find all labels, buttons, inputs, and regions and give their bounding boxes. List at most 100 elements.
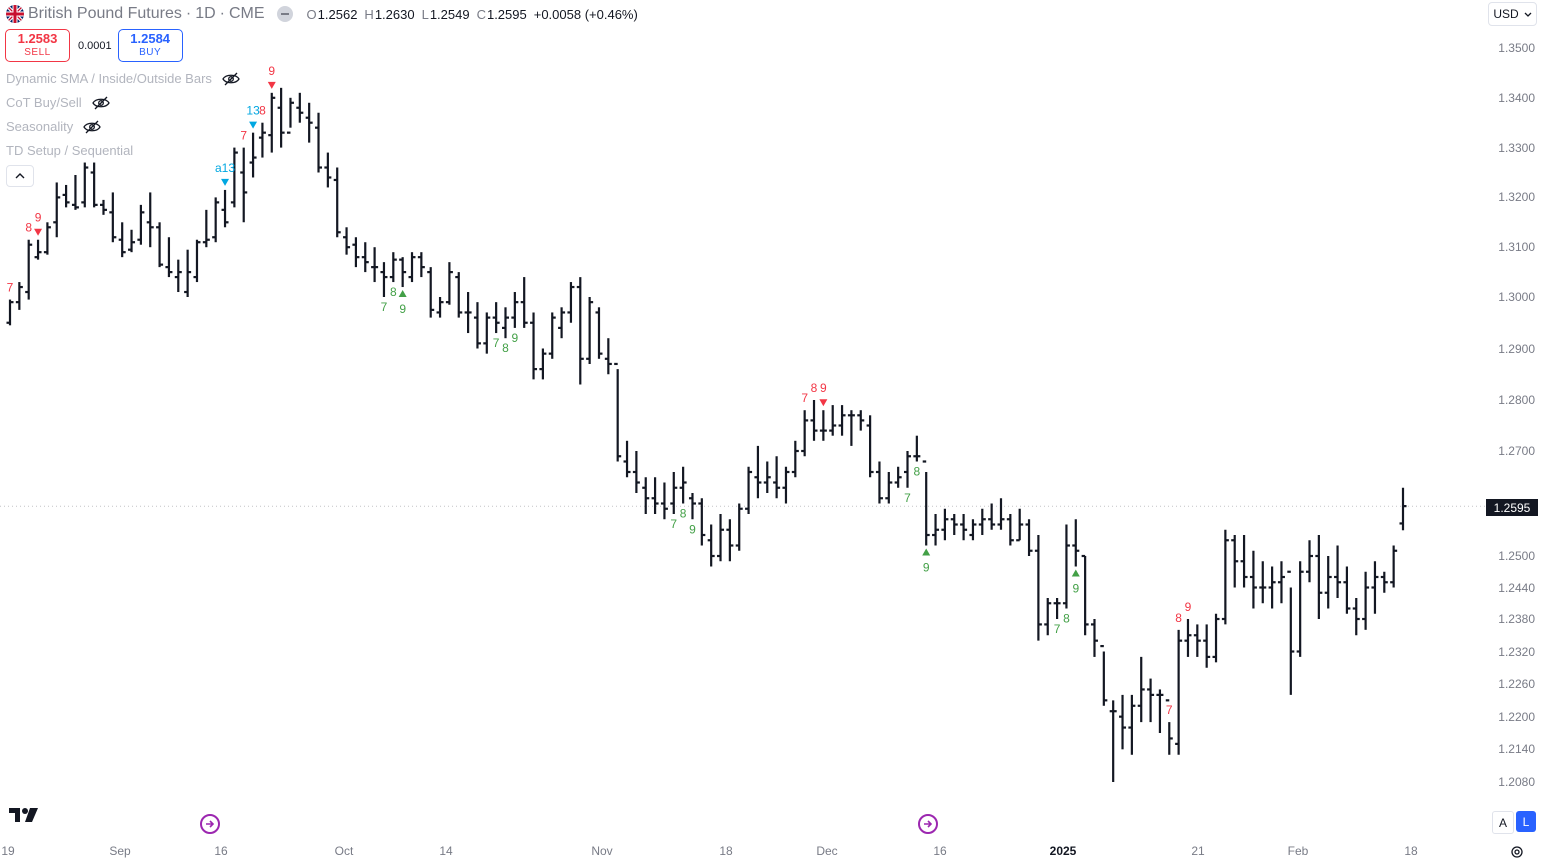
- ohlc-bar: [492, 302, 500, 334]
- td-label: 7: [7, 281, 14, 295]
- td-countdown-arrow-icon: [249, 121, 258, 129]
- symbol-name[interactable]: British Pound Futures: [28, 5, 182, 22]
- symbol-interval[interactable]: 1D: [195, 5, 216, 22]
- indicator-name: Seasonality: [6, 119, 74, 134]
- price-tick: 1.2500: [1498, 549, 1535, 563]
- price-tick: 1.3500: [1498, 41, 1535, 55]
- price-tick: 1.2320: [1498, 644, 1535, 659]
- indicator-legend-td[interactable]: TD Setup / Sequential: [6, 143, 133, 158]
- ohlc-bar: [651, 477, 659, 514]
- last-price-label: 1.2595: [1486, 499, 1538, 516]
- td-label: 8: [390, 285, 397, 299]
- sell-price: 1.2583: [17, 31, 58, 47]
- ohlc-bar: [1296, 561, 1304, 657]
- td-label: 9: [268, 64, 275, 78]
- ohlc-bar: [847, 410, 855, 446]
- ohlc-bar: [567, 282, 575, 323]
- eye-crossed-icon[interactable]: [83, 120, 101, 134]
- change-value: +0.0058 (+0.46%): [533, 6, 638, 22]
- ohlc-bar: [1334, 545, 1342, 598]
- eye-crossed-icon[interactable]: [222, 72, 240, 86]
- ohlc-bar: [1062, 524, 1070, 609]
- ohlc-bar: [735, 503, 743, 551]
- time-tick: 2025: [1049, 844, 1077, 858]
- ohlc-bar: [286, 97, 294, 134]
- ohlc-bar: [249, 132, 257, 178]
- ohlc-bar: [193, 239, 201, 283]
- ohlc-bar: [156, 222, 164, 268]
- indicator-legend-cot[interactable]: CoT Buy/Sell: [6, 95, 110, 110]
- price-tick: 1.3300: [1498, 140, 1535, 155]
- time-tick: 18: [1404, 844, 1418, 858]
- ohlc-bar: [221, 189, 229, 228]
- ohlc-bar: [642, 477, 650, 514]
- td-label: 8: [1063, 612, 1070, 626]
- ohlc-bar: [614, 362, 622, 462]
- ohlc-bar: [165, 237, 173, 278]
- td-label: 9: [399, 302, 406, 316]
- tradingview-logo: [8, 806, 40, 829]
- td-label: 7: [240, 129, 247, 143]
- buy-price: 1.2584: [130, 31, 171, 47]
- ohlc-bar: [707, 524, 715, 567]
- td-sell-arrow-icon: [267, 81, 276, 89]
- ohlc-bar: [810, 400, 818, 441]
- economic-event-icon[interactable]: [918, 814, 938, 834]
- gear-icon[interactable]: [1510, 845, 1524, 859]
- ohlc-bar: [277, 87, 285, 148]
- td-label: 9: [1185, 600, 1192, 614]
- currency-selector[interactable]: USD: [1488, 2, 1537, 26]
- price-tick: 1.3200: [1498, 190, 1535, 205]
- ohlc-bar: [343, 227, 351, 255]
- ohlc-bar: [408, 252, 416, 283]
- ohlc-bar: [829, 405, 837, 436]
- price-tick: 1.2080: [1498, 775, 1535, 789]
- ohlc-bar: [389, 252, 397, 283]
- collapse-indicators-button[interactable]: [6, 165, 34, 187]
- ohlc-bar: [558, 307, 566, 339]
- ohlc-bar: [1128, 694, 1136, 755]
- sell-button[interactable]: 1.2583 SELL: [5, 29, 70, 62]
- ohlc-bar: [604, 338, 612, 375]
- ohlc-bar: [941, 508, 949, 541]
- ohlc-bar: [969, 519, 977, 541]
- ohlc-bar: [1072, 519, 1080, 567]
- economic-event-icon[interactable]: [200, 814, 220, 834]
- ohlc-bar: [473, 302, 481, 349]
- symbol-separator: ·: [185, 5, 192, 22]
- td-label: 9: [1072, 582, 1079, 596]
- auto-scale-button[interactable]: A: [1492, 811, 1514, 834]
- ohlc-bar: [520, 277, 528, 328]
- ohlc-bar: [1193, 624, 1201, 657]
- ohlc-bar: [1156, 689, 1164, 733]
- td-label: 13: [246, 104, 260, 118]
- ohlc-bar: [71, 174, 79, 210]
- ohlc-bar: [1100, 644, 1108, 706]
- ohlc-bar: [1362, 571, 1370, 630]
- td-label: 8: [811, 381, 818, 395]
- high-value: 1.2630: [374, 6, 415, 22]
- collapse-legend-button[interactable]: [276, 6, 293, 22]
- price-tick: 1.2260: [1498, 677, 1535, 691]
- chevron-down-icon: [1524, 12, 1532, 17]
- ohlc-bar: [1231, 535, 1239, 588]
- buy-label: BUY: [139, 47, 162, 59]
- indicator-legend-sma[interactable]: Dynamic SMA / Inside/Outside Bars: [6, 71, 240, 86]
- ohlc-bar: [118, 222, 126, 258]
- ohlc-bar: [922, 460, 930, 546]
- time-tick: 16: [933, 844, 947, 858]
- spread-value: 0.0001: [78, 39, 112, 52]
- chevron-up-icon: [15, 173, 25, 179]
- ohlc-bar: [1390, 545, 1398, 588]
- buy-button[interactable]: 1.2584 BUY: [117, 29, 183, 62]
- ohlc-bar: [445, 262, 453, 305]
- ohlc-bar: [258, 122, 266, 158]
- log-scale-button[interactable]: L: [1516, 811, 1536, 832]
- ohlc-bar: [595, 307, 603, 359]
- ohlc-bar: [43, 222, 51, 255]
- eye-crossed-icon[interactable]: [91, 96, 110, 110]
- indicator-legend-seasonality[interactable]: Seasonality: [6, 119, 101, 134]
- ohlc-bar: [773, 456, 781, 499]
- time-tick: Oct: [334, 844, 354, 858]
